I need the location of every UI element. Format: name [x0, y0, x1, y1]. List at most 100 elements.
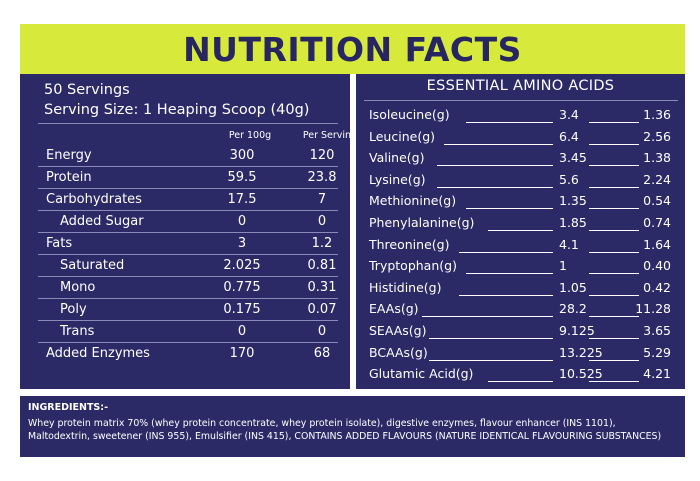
amino-value-1: 4.1 [559, 236, 579, 252]
amino-acids-panel: ESSENTIAL AMINO ACIDS Isoleucine(g) 3.4 1.… [356, 74, 685, 389]
leader-line [444, 143, 553, 145]
leader-line [429, 359, 553, 361]
col-header-per-serving: Per Serving [302, 130, 358, 141]
value-per100: 0.175 [223, 302, 261, 317]
ingredients-panel: INGREDIENTS:- Whey protein matrix 70% (w… [20, 396, 685, 457]
amino-value-2: 11.28 [635, 301, 671, 317]
amino-acid-name: Histidine(g) [369, 279, 442, 295]
nutrient-label: Fats [46, 236, 73, 251]
amino-value-1: 1.05 [559, 279, 587, 295]
leader-line [487, 381, 553, 383]
value-per100: 0.775 [223, 280, 261, 295]
nutrition-row: Mono 0.775 0.31 [38, 277, 338, 299]
amino-acid-name: Lysine(g) [369, 171, 426, 187]
nutrient-label: Poly [60, 302, 87, 317]
leader-line [465, 208, 553, 210]
amino-acid-row: Glutamic Acid(g) 10.525 4.21 [369, 364, 679, 384]
leader-line [422, 316, 553, 318]
row-divider [38, 342, 338, 343]
leader-line [589, 143, 639, 145]
amino-value-2: 1.36 [643, 107, 671, 122]
row-divider [38, 166, 338, 167]
leader-line [589, 122, 639, 123]
amino-acid-row: Valine(g) 3.45 1.38 [369, 148, 679, 168]
leader-line [589, 294, 639, 296]
nutrient-label: Added Enzymes [46, 346, 150, 361]
amino-value-1: 3.45 [559, 150, 587, 166]
amino-value-2: 0.42 [643, 279, 671, 295]
amino-value-2: 1.64 [643, 236, 671, 252]
value-per100: 3 [237, 236, 247, 251]
nutrient-label: Mono [60, 280, 96, 295]
row-divider [38, 276, 338, 277]
nutrient-label: Saturated [60, 258, 125, 273]
amino-acid-row: Lysine(g) 5.6 2.24 [369, 170, 679, 190]
nutrient-label: Trans [60, 324, 95, 339]
leader-line [429, 338, 553, 339]
leader-line [589, 338, 639, 339]
value-per-serving: 120 [309, 148, 335, 163]
amino-value-1: 13.225 [559, 344, 603, 360]
title-banner: NUTRITION FACTS [20, 24, 685, 74]
value-per-serving: 68 [313, 346, 331, 361]
page-title: NUTRITION FACTS [183, 29, 522, 69]
leader-line [589, 381, 639, 383]
nutrition-row: Added Enzymes 170 68 [38, 343, 338, 365]
amino-acid-name: Threonine(g) [369, 236, 450, 252]
leader-line [589, 251, 639, 253]
divider [364, 100, 678, 101]
amino-acid-row: Methionine(g) 1.35 0.54 [369, 191, 679, 211]
value-per-serving: 7 [317, 192, 327, 207]
leader-line [465, 273, 553, 275]
value-per-serving: 0 [317, 324, 327, 339]
leader-line [465, 122, 553, 123]
amino-acid-name: Valine(g) [369, 150, 425, 166]
row-divider [38, 188, 338, 189]
leader-line [589, 316, 639, 318]
amino-value-1: 10.525 [559, 366, 603, 382]
amino-acid-row: BCAAs(g) 13.225 5.29 [369, 343, 679, 363]
leader-line [589, 359, 639, 361]
amino-value-2: 0.74 [643, 215, 671, 230]
amino-acid-row: EAAs(g) 28.2 11.28 [369, 299, 679, 319]
row-divider [38, 210, 338, 211]
amino-acid-name: BCAAs(g) [369, 344, 428, 360]
amino-acid-row: Isoleucine(g) 3.4 1.36 [369, 105, 679, 125]
amino-acid-name: Tryptophan(g) [369, 258, 457, 274]
row-divider [38, 298, 338, 299]
leader-line [589, 273, 639, 275]
leader-line [458, 251, 553, 253]
amino-acid-name: Leucine(g) [369, 128, 436, 144]
leader-line [589, 208, 639, 210]
nutrition-row: Added Sugar 0 0 [38, 211, 338, 233]
leader-line [589, 230, 639, 231]
amino-value-2: 3.65 [643, 323, 671, 338]
leader-line [487, 230, 553, 231]
value-per-serving: 23.8 [307, 170, 337, 185]
value-per-serving: 1.2 [311, 236, 333, 251]
value-per100: 17.5 [227, 192, 257, 207]
amino-acid-row: Histidine(g) 1.05 0.42 [369, 278, 679, 298]
amino-acid-name: Isoleucine(g) [369, 107, 450, 122]
value-per100: 300 [229, 148, 255, 163]
value-per100: 59.5 [227, 170, 257, 185]
value-per100: 2.025 [223, 258, 261, 273]
value-per-serving: 0.07 [307, 302, 337, 317]
value-per-serving: 0.81 [307, 258, 337, 273]
amino-acid-name: EAAs(g) [369, 301, 419, 317]
amino-value-2: 2.24 [643, 171, 671, 187]
leader-line [436, 186, 553, 188]
amino-value-1: 9.125 [559, 323, 595, 338]
amino-value-2: 1.38 [643, 150, 671, 166]
amino-value-2: 2.56 [643, 128, 671, 144]
amino-value-1: 3.4 [559, 107, 579, 122]
servings-count: 50 Servings [44, 82, 130, 98]
ingredients-title: INGREDIENTS:- [28, 402, 109, 413]
amino-value-2: 0.40 [643, 258, 671, 274]
nutrition-row: Poly 0.175 0.07 [38, 299, 338, 321]
amino-acid-row: SEAAs(g) 9.125 3.65 [369, 321, 679, 341]
amino-acid-row: Tryptophan(g) 1 0.40 [369, 256, 679, 276]
nutrition-panel: 50 Servings Serving Size: 1 Heaping Scoo… [20, 74, 357, 389]
value-per100: 0 [237, 214, 247, 229]
row-divider [38, 232, 338, 233]
